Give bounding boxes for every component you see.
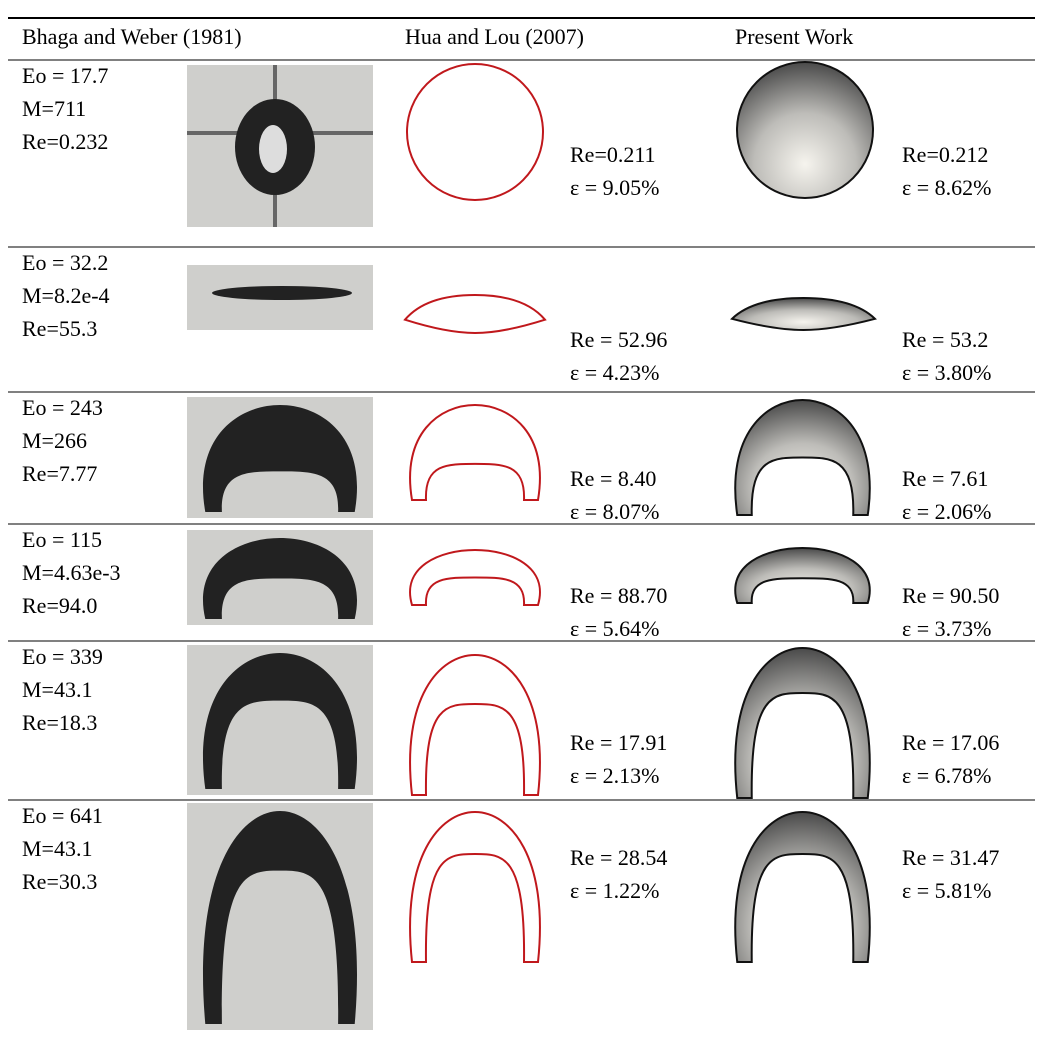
- parameter: M=266: [22, 428, 87, 453]
- page: {"header": ["Bhaga and Weber (1981)", "H…: [0, 0, 1039, 1039]
- hua-outline: [410, 655, 540, 795]
- column-header: Bhaga and Weber (1981): [22, 24, 242, 49]
- column-header: Hua and Lou (2007): [405, 24, 584, 49]
- column-header: Present Work: [735, 24, 853, 49]
- comparison-table: Bhaga and Weber (1981) Hua and Lou (2007…: [0, 0, 1039, 1039]
- parameter: M=8.2e-4: [22, 283, 110, 308]
- parameter: M=43.1: [22, 836, 92, 861]
- parameter: Eo = 641: [22, 803, 103, 828]
- hua-result: ε = 9.05%: [570, 175, 659, 200]
- hua-outline: [410, 405, 540, 500]
- photo-bubble: [212, 286, 352, 300]
- hua-result: ε = 1.22%: [570, 878, 659, 903]
- hua-result: Re = 17.91: [570, 730, 667, 755]
- parameter: M=43.1: [22, 677, 92, 702]
- hua-result: Re = 8.40: [570, 466, 656, 491]
- parameter: M=711: [22, 96, 86, 121]
- hua-result: ε = 8.07%: [570, 499, 659, 524]
- parameter: Eo = 32.2: [22, 250, 108, 275]
- parameter: Re=7.77: [22, 461, 97, 486]
- present-shape: [735, 812, 870, 962]
- present-result: ε = 8.62%: [902, 175, 991, 200]
- hua-result: ε = 4.23%: [570, 360, 659, 385]
- present-shape: [737, 62, 873, 198]
- parameter: Re=94.0: [22, 593, 97, 618]
- photo-bubble-core: [259, 125, 287, 173]
- present-result: Re = 7.61: [902, 466, 988, 491]
- hua-outline: [405, 295, 545, 333]
- parameter: Re=30.3: [22, 869, 97, 894]
- hua-result: Re = 88.70: [570, 583, 667, 608]
- parameter: Re=55.3: [22, 316, 97, 341]
- parameter: Re=0.232: [22, 129, 108, 154]
- present-result: Re = 53.2: [902, 327, 988, 352]
- present-shape: [735, 400, 870, 515]
- present-result: Re = 90.50: [902, 583, 999, 608]
- present-result: ε = 5.81%: [902, 878, 991, 903]
- present-result: Re = 17.06: [902, 730, 999, 755]
- present-result: ε = 3.80%: [902, 360, 991, 385]
- hua-outline: [410, 550, 540, 605]
- parameter: Re=18.3: [22, 710, 97, 735]
- hua-result: Re = 52.96: [570, 327, 667, 352]
- hua-outline: [407, 64, 543, 200]
- parameter: Eo = 17.7: [22, 63, 108, 88]
- parameter: Eo = 243: [22, 395, 103, 420]
- parameter: Eo = 339: [22, 644, 103, 669]
- hua-result: Re=0.211: [570, 142, 656, 167]
- present-result: Re = 31.47: [902, 845, 999, 870]
- present-shape: [735, 548, 870, 603]
- present-shape: [735, 648, 870, 798]
- parameter: M=4.63e-3: [22, 560, 121, 585]
- hua-result: ε = 2.13%: [570, 763, 659, 788]
- present-result: ε = 3.73%: [902, 616, 991, 641]
- hua-outline: [410, 812, 540, 962]
- present-shape: [732, 298, 875, 330]
- hua-result: Re = 28.54: [570, 845, 667, 870]
- present-result: Re=0.212: [902, 142, 988, 167]
- hua-result: ε = 5.64%: [570, 616, 659, 641]
- present-result: ε = 6.78%: [902, 763, 991, 788]
- present-result: ε = 2.06%: [902, 499, 991, 524]
- parameter: Eo = 115: [22, 527, 102, 552]
